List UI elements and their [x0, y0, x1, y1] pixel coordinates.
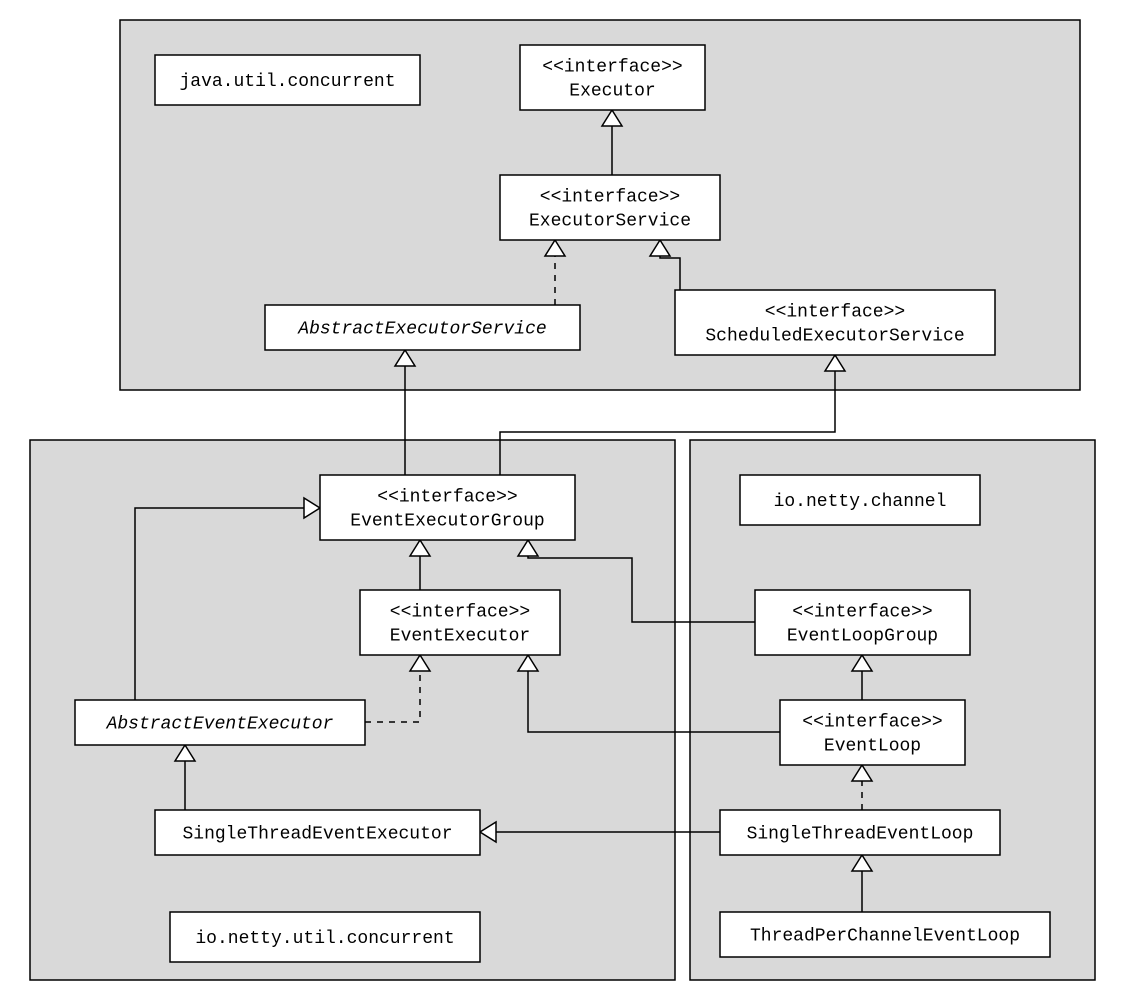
- uml-diagram: java.util.concurrent io.netty.util.concur…: [0, 0, 1122, 1004]
- package-label-pkg1: java.util.concurrent: [179, 72, 395, 92]
- class-name-threadPerChanEvtLoop: ThreadPerChannelEventLoop: [750, 926, 1020, 946]
- class-name-schedExecSvc: ScheduledExecutorService: [705, 326, 964, 346]
- stereotype-evtLoopGroup: <<interface>>: [792, 602, 932, 622]
- stereotype-executor: <<interface>>: [542, 57, 682, 77]
- package-label-pkg3: io.netty.channel: [774, 492, 947, 512]
- stereotype-evtExecGroup: <<interface>>: [377, 487, 517, 507]
- package-label-pkg2: io.netty.util.concurrent: [195, 929, 454, 949]
- class-name-singleThreadEvtExec: SingleThreadEventExecutor: [182, 824, 452, 844]
- class-name-abstractExecSvc: AbstractExecutorService: [297, 319, 546, 339]
- stereotype-schedExecSvc: <<interface>>: [765, 302, 905, 322]
- class-name-evtExecGroup: EventExecutorGroup: [350, 511, 544, 531]
- class-name-absEvtExec: AbstractEventExecutor: [106, 714, 334, 734]
- class-name-singleThreadEvtLoop: SingleThreadEventLoop: [747, 824, 974, 844]
- class-name-evtExec: EventExecutor: [390, 626, 530, 646]
- class-name-executor: Executor: [569, 81, 655, 101]
- class-name-evtLoop: EventLoop: [824, 736, 921, 756]
- class-name-evtLoopGroup: EventLoopGroup: [787, 626, 938, 646]
- class-name-executorService: ExecutorService: [529, 211, 691, 231]
- stereotype-executorService: <<interface>>: [540, 187, 680, 207]
- stereotype-evtLoop: <<interface>>: [802, 712, 942, 732]
- stereotype-evtExec: <<interface>>: [390, 602, 530, 622]
